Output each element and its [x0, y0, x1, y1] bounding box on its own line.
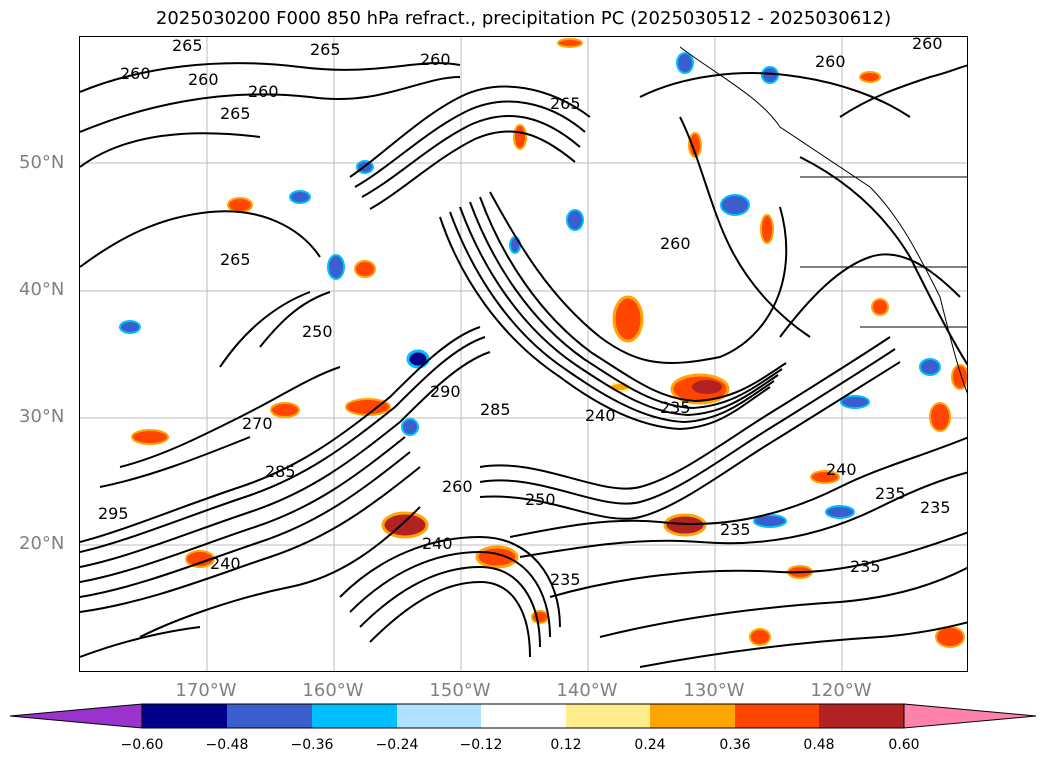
graticule [80, 37, 967, 671]
lat-label-30n: 30°N [19, 406, 65, 427]
contour-label: 235 [850, 557, 881, 576]
colorbar-extend-min [10, 703, 143, 729]
contour-label: 260 [442, 477, 473, 496]
colorbar-bin [142, 704, 227, 728]
colorbar-bin [312, 704, 397, 728]
lon-label-120w: 120°W [810, 680, 872, 701]
contour-label: 295 [98, 504, 129, 523]
contour-label: 265 [550, 94, 581, 113]
colorbar-extend-max [903, 703, 1037, 729]
contour-label: 250 [302, 322, 333, 341]
colorbar-bin [481, 704, 566, 728]
map-canvas: 265 260 260 260 265 265 260 260 260 260 … [80, 37, 967, 671]
contour-label: 265 [220, 104, 251, 123]
contour-label: 265 [172, 37, 203, 55]
contour-labels: 265 260 260 260 265 265 260 260 260 260 … [98, 37, 951, 589]
colorbar-tick: −0.12 [459, 737, 503, 753]
contour-label: 240 [422, 534, 453, 553]
contour-label: 260 [815, 52, 846, 71]
colorbar-tick: 0.36 [719, 737, 751, 753]
contour-label: 260 [660, 234, 691, 253]
lat-label-50n: 50°N [19, 152, 65, 173]
contour-label: 235 [660, 398, 691, 417]
colorbar-tick: −0.60 [120, 737, 164, 753]
contour-label: 260 [248, 82, 279, 101]
lat-label-20n: 20°N [19, 533, 65, 554]
contour-label: 235 [550, 570, 581, 589]
colorbar-tick: −0.48 [205, 737, 249, 753]
colorbar-tick: 0.48 [803, 737, 835, 753]
contour-label: 265 [220, 250, 251, 269]
colorbar-bin [566, 704, 650, 728]
lon-label-130w: 130°W [683, 680, 745, 701]
colorbar-tick: −0.24 [375, 737, 419, 753]
contour-label: 270 [242, 414, 273, 433]
lon-label-170w: 170°W [175, 680, 237, 701]
contour-label: 285 [480, 400, 511, 419]
contour-label: 285 [265, 462, 296, 481]
contour-label: 235 [875, 484, 906, 503]
contour-label: 260 [188, 70, 219, 89]
lon-label-150w: 150°W [429, 680, 491, 701]
colorbar-tick: 0.24 [634, 737, 666, 753]
colorbar-tick: 0.60 [888, 737, 920, 753]
contour-label: 260 [420, 50, 451, 69]
refractivity-contours [80, 62, 967, 668]
colorbar-bin [819, 704, 904, 728]
lat-label-40n: 40°N [19, 279, 65, 300]
contour-label: 235 [720, 520, 751, 539]
contour-label: 240 [210, 554, 241, 573]
contour-label: 260 [912, 37, 943, 53]
contour-label: 240 [585, 406, 616, 425]
colorbar [10, 703, 1037, 729]
contour-label: 260 [120, 64, 151, 83]
colorbar-bin [397, 704, 481, 728]
contour-label: 240 [826, 460, 857, 479]
contour-label: 265 [310, 40, 341, 59]
lon-label-140w: 140°W [556, 680, 618, 701]
colorbar-bin [735, 704, 819, 728]
precip-anomaly-shading [119, 38, 967, 648]
map-panel: 265 260 260 260 265 265 260 260 260 260 … [79, 36, 968, 672]
lon-label-160w: 160°W [302, 680, 364, 701]
coastline [679, 46, 967, 394]
contour-label: 250 [525, 490, 556, 509]
map-title: 2025030200 F000 850 hPa refract., precip… [155, 8, 892, 29]
contour-label: 290 [430, 382, 461, 401]
colorbar-bin [227, 704, 312, 728]
colorbar-tick: 0.12 [550, 737, 582, 753]
colorbar-bin [650, 704, 735, 728]
contour-label: 235 [920, 498, 951, 517]
colorbar-tick: −0.36 [290, 737, 334, 753]
